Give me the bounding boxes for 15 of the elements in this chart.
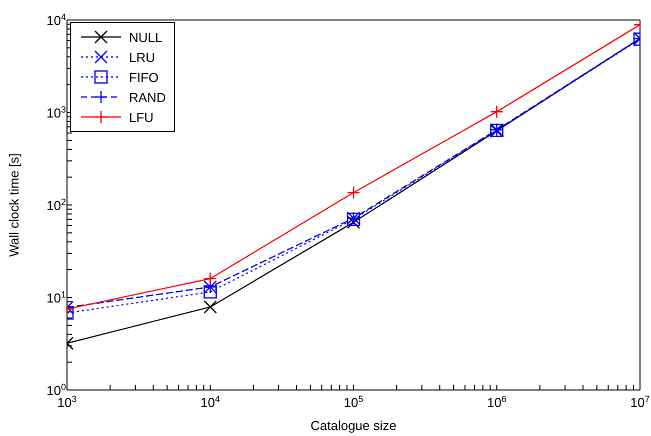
legend-label: NULL xyxy=(129,30,162,44)
y-tick-label: 10$^{1}$ xyxy=(46,290,66,306)
x-tick-label: 10$^{5}$ xyxy=(344,394,364,410)
y-tick-label: 10$^{2}$ xyxy=(46,197,66,213)
legend-label: FIFO xyxy=(129,70,159,84)
x-tick-label: 10$^{6}$ xyxy=(487,394,506,410)
x-tick-label: 10$^{7}$ xyxy=(630,394,650,410)
y-tick-label: 10$^{4}$ xyxy=(46,12,66,28)
x-axis-title: Catalogue size xyxy=(310,418,396,433)
legend-label: RAND xyxy=(129,90,166,104)
x-tick-label: 10$^{4}$ xyxy=(200,394,220,410)
y-tick-label: 10$^{3}$ xyxy=(46,104,66,120)
y-axis-title: Wall clock time [s] xyxy=(6,153,22,257)
legend-label: LFU xyxy=(129,110,154,124)
legend-label: LRU xyxy=(129,50,156,64)
